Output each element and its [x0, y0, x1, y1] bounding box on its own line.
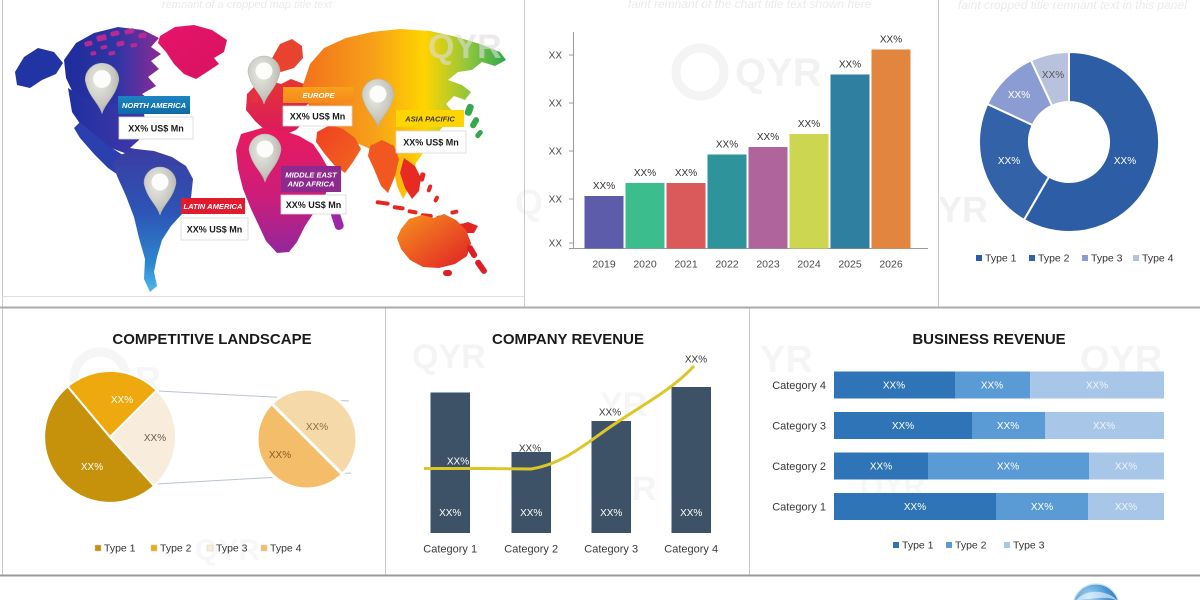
svg-text:COMPETITIVE LANDSCAPE: COMPETITIVE LANDSCAPE: [112, 331, 311, 348]
svg-text:NORTH AMERICA: NORTH AMERICA: [122, 101, 186, 110]
svg-text:Type 3: Type 3: [1013, 540, 1045, 552]
svg-text:Type 2: Type 2: [955, 540, 987, 552]
svg-text:XX% US$ Mn: XX% US$ Mn: [403, 138, 459, 148]
svg-text:XX%: XX%: [680, 508, 702, 519]
svg-text:Type 1: Type 1: [902, 540, 934, 552]
svg-text:XX%: XX%: [1115, 462, 1137, 473]
svg-text:EUROPE: EUROPE: [302, 91, 335, 100]
svg-text:XX%: XX%: [757, 132, 779, 143]
svg-text:Type 3: Type 3: [1091, 253, 1123, 265]
svg-text:2024: 2024: [797, 259, 821, 271]
svg-text:QYR: QYR: [428, 28, 502, 66]
svg-text:Type 3: Type 3: [216, 543, 248, 555]
svg-text:XX% US$ Mn: XX% US$ Mn: [187, 225, 243, 235]
svg-text:QYR: QYR: [412, 338, 486, 376]
svg-text:Category 3: Category 3: [584, 544, 638, 556]
svg-text:Q: Q: [515, 182, 543, 223]
svg-text:XX%: XX%: [880, 35, 902, 46]
svg-text:Type 4: Type 4: [1142, 253, 1174, 265]
svg-text:XX% US$ Mn: XX% US$ Mn: [286, 200, 342, 210]
svg-text:XX%: XX%: [306, 422, 328, 433]
svg-text:XX%: XX%: [520, 508, 542, 519]
svg-text:QYR: QYR: [195, 534, 260, 567]
svg-text:LATIN AMERICA: LATIN AMERICA: [183, 202, 242, 211]
svg-text:2021: 2021: [674, 259, 698, 271]
svg-text:XX%: XX%: [519, 444, 541, 455]
svg-text:YR: YR: [938, 189, 988, 230]
svg-text:XX%: XX%: [634, 168, 656, 179]
svg-text:R: R: [632, 470, 657, 508]
svg-text:XX: XX: [549, 147, 563, 158]
svg-text:XX: XX: [549, 195, 563, 206]
svg-text:Type 1: Type 1: [104, 543, 136, 555]
svg-text:XX%: XX%: [599, 408, 621, 419]
svg-text:Category 3: Category 3: [772, 421, 826, 433]
svg-text:Category 1: Category 1: [772, 502, 826, 514]
svg-text:Type 2: Type 2: [160, 543, 192, 555]
svg-text:2026: 2026: [879, 259, 903, 271]
svg-text:XX%: XX%: [1031, 502, 1053, 513]
svg-text:XX%: XX%: [998, 156, 1020, 167]
svg-text:Category 4: Category 4: [664, 544, 718, 556]
svg-text:2025: 2025: [838, 259, 862, 271]
svg-text:XX: XX: [549, 51, 563, 62]
svg-text:faint cropped title remnant te: faint cropped title remnant text in this…: [958, 0, 1187, 12]
svg-text:XX%: XX%: [269, 450, 291, 461]
svg-text:faint remnant of the chart tit: faint remnant of the chart title text sh…: [628, 0, 872, 11]
svg-text:XX%: XX%: [593, 181, 615, 192]
svg-text:XX%: XX%: [892, 421, 914, 432]
svg-text:XX%: XX%: [1114, 156, 1136, 167]
svg-text:XX%: XX%: [447, 457, 469, 468]
svg-text:2019: 2019: [592, 259, 616, 271]
svg-text:Type 4: Type 4: [270, 543, 302, 555]
svg-text:2020: 2020: [633, 259, 657, 271]
svg-text:XX%: XX%: [111, 395, 133, 406]
svg-text:Type 2: Type 2: [1038, 253, 1070, 265]
svg-text:XX%: XX%: [798, 119, 820, 130]
svg-text:XX%: XX%: [1042, 70, 1064, 81]
svg-text:Category 2: Category 2: [772, 461, 826, 473]
svg-text:XX: XX: [549, 239, 563, 250]
svg-text:XX% US$ Mn: XX% US$ Mn: [290, 112, 346, 122]
svg-text:COMPANY REVENUE: COMPANY REVENUE: [492, 331, 644, 348]
svg-text:XX%: XX%: [870, 462, 892, 473]
svg-text:Category 4: Category 4: [772, 380, 826, 392]
svg-text:XX%: XX%: [685, 355, 707, 366]
svg-text:remnant of a cropped map title: remnant of a cropped map title text: [162, 0, 333, 11]
svg-text:ASIA PACIFIC: ASIA PACIFIC: [404, 115, 455, 124]
svg-text:XX%: XX%: [997, 462, 1019, 473]
svg-text:XX%: XX%: [600, 508, 622, 519]
svg-text:XX%: XX%: [439, 508, 461, 519]
svg-text:XX%: XX%: [81, 462, 103, 473]
svg-text:XX%: XX%: [981, 381, 1003, 392]
svg-text:BUSINESS REVENUE: BUSINESS REVENUE: [912, 331, 1065, 348]
svg-text:XX%: XX%: [839, 60, 861, 71]
svg-text:XX%: XX%: [997, 421, 1019, 432]
svg-text:XX%: XX%: [1093, 421, 1115, 432]
svg-text:QYR: QYR: [735, 51, 822, 95]
svg-text:XX%: XX%: [144, 433, 166, 444]
svg-text:MIDDLE EAST: MIDDLE EAST: [285, 171, 338, 180]
svg-text:XX%: XX%: [1086, 381, 1108, 392]
svg-text:2023: 2023: [756, 259, 780, 271]
svg-text:XX%: XX%: [1008, 90, 1030, 101]
svg-text:XX%: XX%: [716, 140, 738, 151]
svg-text:XX%: XX%: [883, 381, 905, 392]
svg-text:XX%: XX%: [675, 168, 697, 179]
svg-text:XX%: XX%: [904, 502, 926, 513]
svg-text:AND AFRICA: AND AFRICA: [287, 180, 335, 189]
svg-text:XX: XX: [549, 99, 563, 110]
svg-text:2022: 2022: [715, 259, 739, 271]
svg-text:Type 1: Type 1: [985, 253, 1017, 265]
svg-text:XX%: XX%: [1115, 502, 1137, 513]
svg-text:Category 2: Category 2: [504, 544, 558, 556]
svg-text:XX% US$ Mn: XX% US$ Mn: [128, 124, 184, 134]
svg-text:YR: YR: [760, 339, 813, 381]
svg-text:Category 1: Category 1: [423, 544, 477, 556]
